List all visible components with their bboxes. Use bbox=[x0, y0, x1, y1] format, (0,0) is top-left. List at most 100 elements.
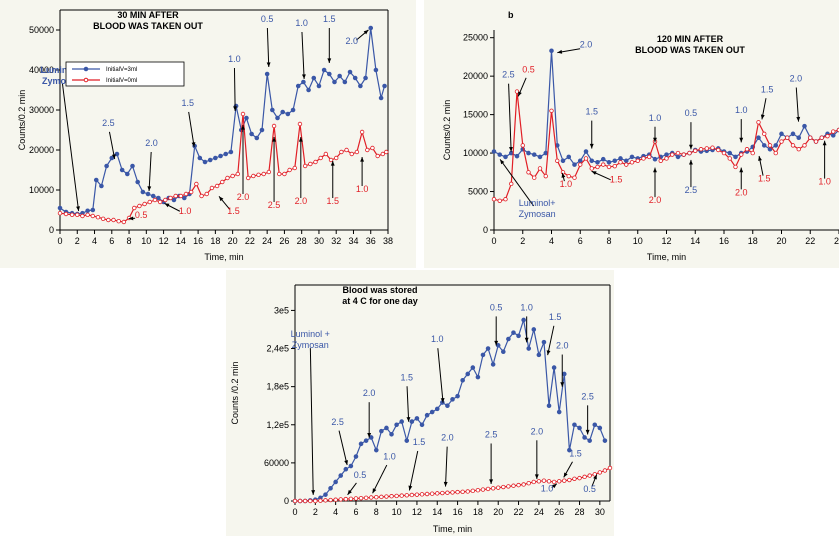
panel-a-data-point bbox=[259, 127, 265, 133]
panel-b-x-tick-label: 22 bbox=[805, 236, 815, 246]
panel-b-data-point bbox=[549, 108, 554, 113]
panel-a-data-point bbox=[109, 155, 115, 161]
panel-c-annotation-arrow bbox=[445, 446, 448, 487]
panel-c-annotation-arrow bbox=[437, 348, 444, 403]
panel-b-data-point bbox=[601, 162, 606, 167]
panel-a-data-point bbox=[220, 179, 225, 185]
panel-a-annotation: 0.5 bbox=[128, 210, 147, 221]
panel-c-annotation-label: 1.5 bbox=[569, 449, 582, 459]
panel-a-data-point bbox=[132, 205, 137, 211]
panel-a-annotation-label: 1.5 bbox=[327, 196, 340, 206]
panel-b-data-point bbox=[532, 175, 537, 180]
panel-c-data-point bbox=[358, 495, 364, 501]
panel-a-data-point bbox=[85, 212, 90, 217]
panel-a-chart: 0 2 4 6 8 10 12 14 16 18 20 22 24 26 28 30 32 34 36 3801000… bbox=[17, 9, 393, 262]
panel-b-data-point bbox=[491, 149, 497, 154]
panel-a-data-point bbox=[111, 217, 116, 223]
panel-c-data-point bbox=[541, 478, 547, 483]
panel-a-annotation: 1.5 bbox=[327, 161, 340, 206]
panel-b-annotation: 1.0 bbox=[649, 113, 662, 143]
panel-c-annotation-arrowhead bbox=[563, 472, 568, 478]
panel-b-annotation: 2.0 bbox=[735, 167, 748, 197]
panel-b-annotation-label: 2.5 bbox=[685, 185, 698, 195]
panel-a-data-point bbox=[214, 183, 220, 189]
panel-a-data-point bbox=[313, 159, 318, 165]
panel-a-annotation-arrow bbox=[148, 151, 152, 192]
panel-a-annotation-arrowhead bbox=[266, 62, 271, 68]
panel-a-data-point bbox=[280, 109, 285, 115]
panel-c-x-tick-label: 2 bbox=[313, 507, 318, 517]
panel-c-x-tick-label: 12 bbox=[412, 507, 422, 517]
panel-b-annotation-arrowhead bbox=[509, 146, 513, 152]
panel-c-data-point bbox=[490, 362, 496, 367]
panel-c-data-point bbox=[353, 496, 359, 501]
panel-a-data-point bbox=[93, 177, 99, 183]
panel-c-data-point bbox=[516, 333, 521, 339]
panel-a-annotation-label: Zymosan bbox=[42, 76, 82, 86]
panel-c-data-point bbox=[475, 374, 481, 380]
panel-c-annotation-arrowhead bbox=[489, 479, 494, 485]
panel-a-annotation: 1.5 bbox=[218, 196, 240, 216]
panel-a-annotation-arrowhead bbox=[327, 58, 332, 63]
panel-b-data-point bbox=[664, 152, 669, 157]
panel-b-data-point bbox=[595, 160, 600, 165]
panel-a-data-point bbox=[152, 197, 158, 203]
panel-b-data-point bbox=[641, 156, 646, 161]
panel-b-data-point bbox=[537, 154, 543, 160]
panel-c-data-point bbox=[445, 403, 450, 409]
panel-c-data-point bbox=[577, 475, 582, 481]
panel-a-x-tick-label: 18 bbox=[210, 236, 220, 246]
panel-c-x-tick-label: 0 bbox=[292, 507, 297, 517]
panel-b-data-point bbox=[560, 170, 566, 175]
panel-b-annotation-arrow bbox=[508, 83, 512, 152]
panel-a-annotation: 1.0 bbox=[228, 54, 241, 112]
panel-c-data-point bbox=[526, 346, 532, 351]
panel-c-x-axis-title: Time, min bbox=[433, 524, 472, 534]
panel-b-annotation-label: 1.0 bbox=[649, 113, 662, 123]
panel-b-data-point bbox=[635, 158, 640, 163]
panel-b-annotation-arrowhead bbox=[739, 137, 744, 143]
panel-c-y-tick-label: 60000 bbox=[264, 458, 289, 468]
panel-c-annotation-label: 1.0 bbox=[383, 452, 396, 462]
panel-b-x-tick-label: 14 bbox=[690, 236, 700, 246]
panel-a-annotation-arrowhead bbox=[76, 206, 80, 212]
panel-b-data-point bbox=[623, 158, 629, 164]
panel-c-data-point bbox=[470, 365, 476, 370]
panel-c-data-point bbox=[338, 497, 343, 502]
panel-c-annotation: 1.5 bbox=[563, 449, 582, 478]
panel-c-data-point bbox=[562, 478, 567, 483]
panel-b-data-point bbox=[727, 150, 733, 156]
panel-a-y-tick-label: 0 bbox=[49, 225, 54, 235]
panel-c-data-point bbox=[399, 419, 404, 424]
panel-b-data-point bbox=[514, 89, 520, 94]
panel-a-x-tick-label: 8 bbox=[127, 236, 132, 246]
panel-a-data-point bbox=[213, 155, 218, 161]
panel-a-legend-label: InitialV=3ml bbox=[106, 67, 137, 73]
panel-a-data-point bbox=[119, 167, 125, 173]
panel-c-data-point bbox=[384, 425, 389, 431]
panel-c-annotation-label: 0.5 bbox=[354, 470, 367, 480]
panel-b-data-point bbox=[733, 164, 738, 170]
panel-b-data-point bbox=[618, 156, 623, 161]
panel-a-data-point bbox=[311, 75, 317, 81]
panel-a-annotation-label: 2.5 bbox=[268, 200, 281, 210]
panel-a-data-point bbox=[181, 195, 187, 201]
panel-b-y-tick-label: 0 bbox=[483, 225, 488, 235]
panel-a-x-tick-label: 20 bbox=[228, 236, 238, 246]
panel-b-annotation-arrowhead bbox=[796, 116, 801, 122]
panel-a-data-point bbox=[194, 181, 199, 187]
panel-c-data-point bbox=[536, 479, 542, 484]
panel-a-data-point bbox=[80, 213, 85, 219]
panel-c-data-point bbox=[435, 491, 440, 496]
panel-c-annotation-label: 2.0 bbox=[531, 426, 544, 436]
panel-c-data-point bbox=[379, 494, 384, 500]
panel-a-data-point bbox=[145, 191, 151, 197]
panel-b-data-point bbox=[491, 197, 497, 202]
panel-a-data-point bbox=[207, 157, 213, 163]
panel-a-annotation: 2.0 bbox=[145, 138, 158, 192]
panel-c-data-point bbox=[551, 365, 557, 370]
panel-a-legend-marker bbox=[83, 77, 89, 83]
panel-a-annotation-arrowhead bbox=[330, 161, 335, 166]
panel-c-x-tick-label: 24 bbox=[534, 507, 544, 517]
panel-b-data-point bbox=[802, 143, 807, 148]
